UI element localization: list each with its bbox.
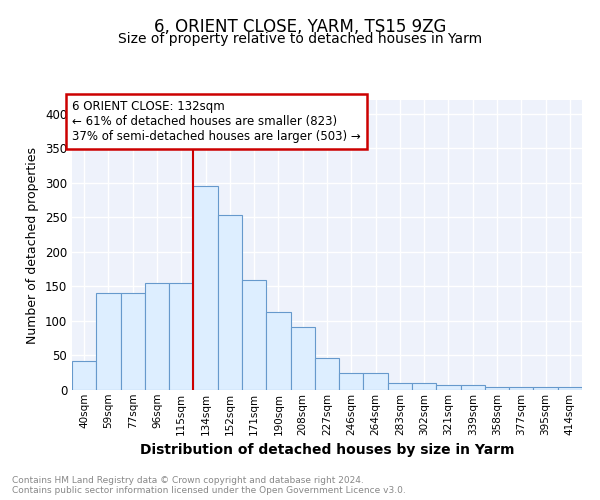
Y-axis label: Number of detached properties: Number of detached properties [26, 146, 40, 344]
Bar [364, 372, 388, 390]
Bar [121, 294, 145, 390]
Bar [461, 385, 485, 390]
Text: Contains HM Land Registry data © Crown copyright and database right 2024.
Contai: Contains HM Land Registry data © Crown c… [12, 476, 406, 495]
Bar [436, 385, 461, 390]
Bar [218, 216, 242, 390]
Bar [96, 294, 121, 390]
Bar [509, 387, 533, 390]
Bar [290, 327, 315, 390]
X-axis label: Distribution of detached houses by size in Yarm: Distribution of detached houses by size … [140, 443, 514, 457]
Text: 6, ORIENT CLOSE, YARM, TS15 9ZG: 6, ORIENT CLOSE, YARM, TS15 9ZG [154, 18, 446, 36]
Bar [169, 283, 193, 390]
Bar [339, 372, 364, 390]
Text: 6 ORIENT CLOSE: 132sqm
← 61% of detached houses are smaller (823)
37% of semi-de: 6 ORIENT CLOSE: 132sqm ← 61% of detached… [72, 100, 361, 143]
Bar [388, 383, 412, 390]
Bar [242, 280, 266, 390]
Bar [193, 186, 218, 390]
Bar [145, 283, 169, 390]
Bar [533, 387, 558, 390]
Bar [72, 361, 96, 390]
Text: Size of property relative to detached houses in Yarm: Size of property relative to detached ho… [118, 32, 482, 46]
Bar [266, 312, 290, 390]
Bar [558, 387, 582, 390]
Bar [485, 387, 509, 390]
Bar [412, 383, 436, 390]
Bar [315, 358, 339, 390]
